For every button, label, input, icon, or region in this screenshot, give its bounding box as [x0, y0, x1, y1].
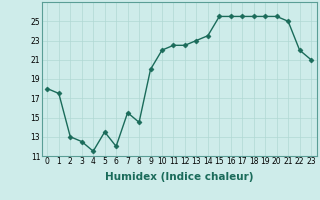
X-axis label: Humidex (Indice chaleur): Humidex (Indice chaleur) — [105, 172, 253, 182]
